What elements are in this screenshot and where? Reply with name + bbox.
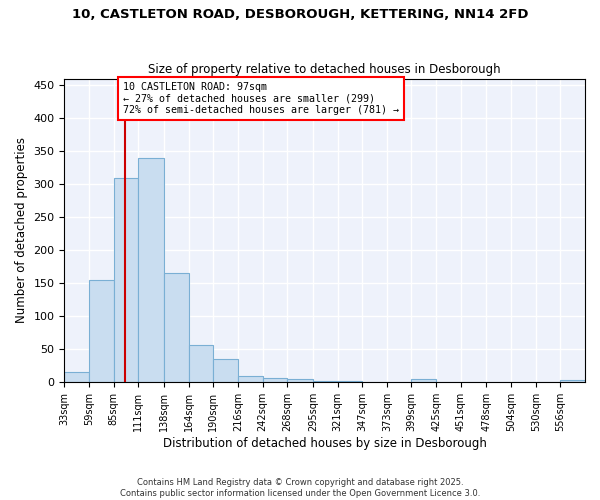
Bar [64,372,89,382]
Bar [213,359,238,382]
Bar [238,376,263,382]
Bar [560,380,585,382]
Bar [114,178,139,382]
Bar [89,280,114,382]
Bar [412,379,436,382]
Bar [188,344,213,383]
Bar [164,274,188,382]
Text: 10 CASTLETON ROAD: 97sqm
← 27% of detached houses are smaller (299)
72% of semi-: 10 CASTLETON ROAD: 97sqm ← 27% of detach… [123,82,399,115]
Bar [263,378,287,382]
Bar [139,158,164,382]
Title: Size of property relative to detached houses in Desborough: Size of property relative to detached ho… [148,63,501,76]
Bar [287,379,313,382]
Bar [313,381,338,382]
Text: 10, CASTLETON ROAD, DESBOROUGH, KETTERING, NN14 2FD: 10, CASTLETON ROAD, DESBOROUGH, KETTERIN… [72,8,528,20]
Bar [338,381,362,382]
Y-axis label: Number of detached properties: Number of detached properties [15,138,28,324]
Text: Contains HM Land Registry data © Crown copyright and database right 2025.
Contai: Contains HM Land Registry data © Crown c… [120,478,480,498]
X-axis label: Distribution of detached houses by size in Desborough: Distribution of detached houses by size … [163,437,487,450]
